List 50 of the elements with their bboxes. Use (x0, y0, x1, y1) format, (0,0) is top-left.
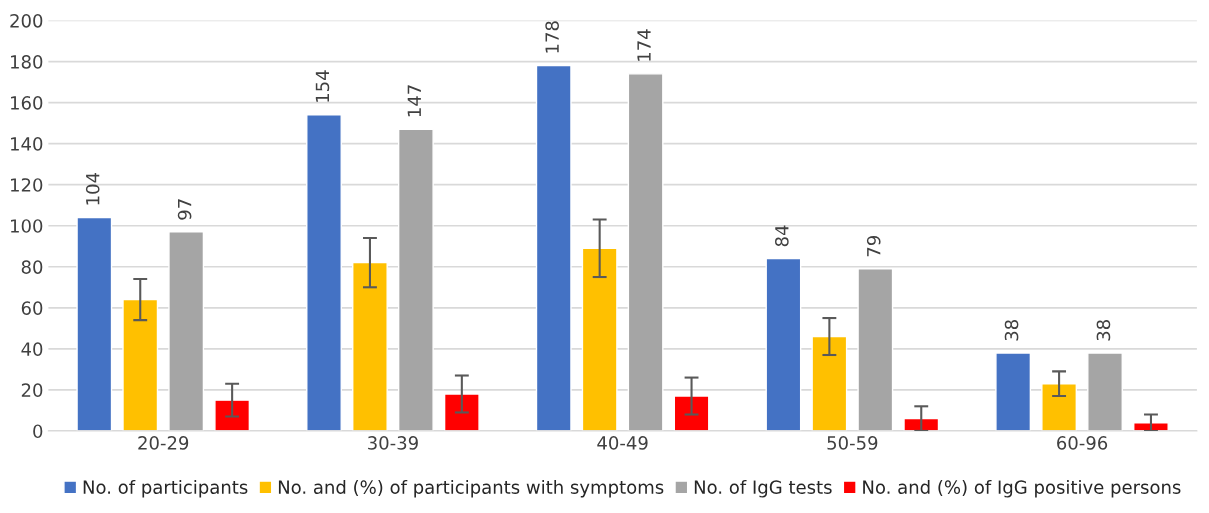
bar (352, 261, 388, 431)
bar (1041, 383, 1078, 431)
x-tick-label: 20-29 (138, 436, 189, 450)
bar (995, 352, 1032, 431)
bar (443, 393, 480, 431)
legend-label: No. of IgG tests (694, 480, 832, 498)
bar (397, 128, 434, 431)
data-label: 38 (1004, 320, 1019, 341)
y-tick-label: 140 (11, 137, 43, 151)
data-label: 79 (866, 236, 881, 257)
bar (214, 399, 251, 431)
bar (581, 247, 618, 431)
data-label: 97 (177, 199, 192, 220)
bar (306, 114, 342, 431)
y-tick-label: 100 (11, 219, 43, 233)
y-tick-label: 120 (11, 178, 43, 192)
data-label: 104 (85, 172, 100, 205)
data-label: 147 (407, 85, 421, 117)
bar (765, 257, 802, 431)
y-tick-label: 0 (33, 424, 43, 439)
y-tick-label: 160 (11, 96, 43, 110)
data-label: 38 (1096, 320, 1111, 341)
x-tick-label: 60-96 (1057, 436, 1108, 450)
y-tick-label: 60 (21, 301, 43, 315)
bar (1087, 352, 1123, 431)
data-label: 84 (775, 225, 789, 247)
data-label: 174 (637, 29, 651, 61)
bar (168, 231, 205, 431)
bar (857, 268, 894, 431)
bar (903, 417, 940, 431)
x-tick-label: 40-49 (597, 436, 648, 450)
y-tick-label: 40 (21, 342, 43, 356)
bar (122, 298, 159, 431)
x-tick-label: 50-59 (827, 436, 878, 450)
y-tick-label: 200 (10, 13, 43, 28)
legend-label: No. of participants (83, 480, 248, 498)
bar (811, 335, 848, 431)
bar (76, 216, 113, 431)
legend-label: No. and (%) of participants with symptoms (278, 480, 664, 498)
bar (627, 73, 664, 431)
bar (673, 395, 710, 431)
legend-label: No. and (%) of IgG positive persons (863, 480, 1181, 498)
bar (1133, 422, 1169, 431)
y-tick-label: 20 (21, 383, 43, 397)
data-label: 154 (315, 70, 330, 102)
y-tick-label: 80 (21, 260, 43, 274)
y-tick-label: 180 (11, 55, 43, 69)
bar (535, 64, 572, 431)
x-tick-label: 30-39 (368, 436, 418, 450)
data-label: 178 (545, 21, 559, 53)
